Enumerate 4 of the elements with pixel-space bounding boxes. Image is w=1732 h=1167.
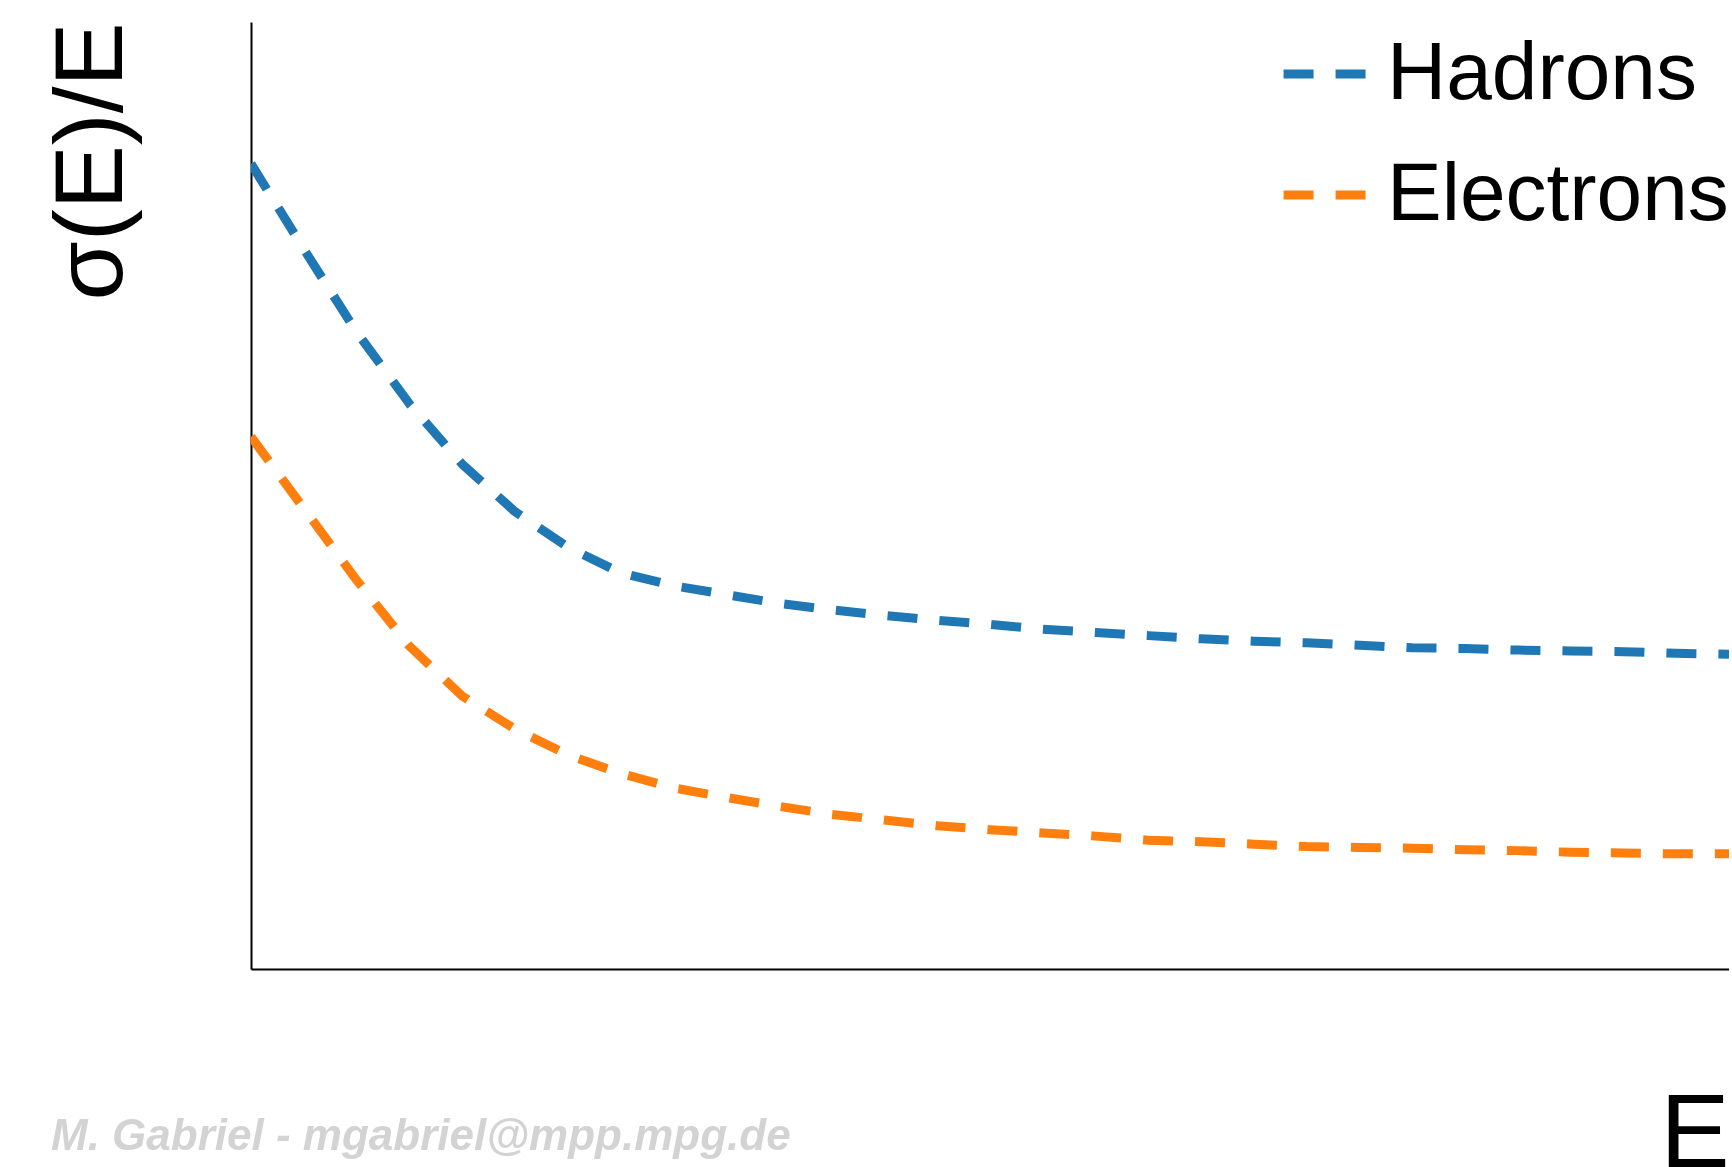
x-axis-title: E bbox=[1660, 1072, 1730, 1167]
y-axis-title: σ(E)/E bbox=[34, 22, 142, 301]
legend-label: Electrons bbox=[1387, 146, 1729, 237]
legend-label: Hadrons bbox=[1387, 25, 1697, 116]
